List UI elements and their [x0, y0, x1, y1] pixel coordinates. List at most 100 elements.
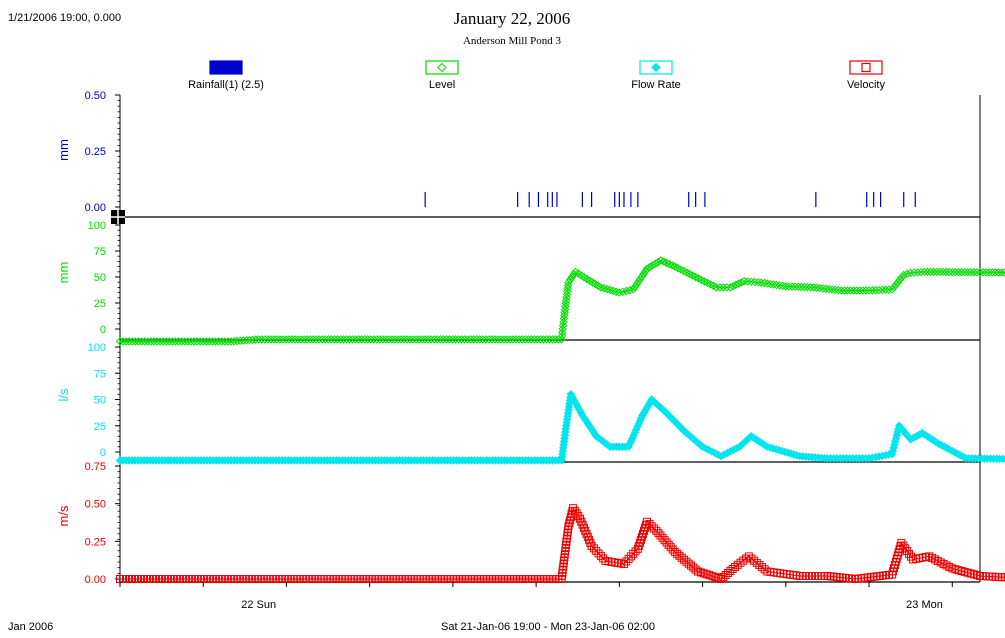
data-point [843, 286, 852, 295]
data-point [651, 259, 660, 268]
data-point [134, 337, 143, 346]
data-point [660, 536, 669, 545]
data-point [615, 288, 624, 297]
data-point [693, 567, 702, 576]
data-point [991, 268, 1000, 277]
data-point [308, 335, 318, 344]
data-point [645, 520, 654, 529]
y-tick-label: 0 [100, 324, 106, 336]
data-point [868, 286, 877, 295]
data-point [878, 285, 887, 295]
data-point [920, 267, 929, 277]
data-point [755, 561, 764, 570]
data-point [524, 335, 533, 344]
data-point [641, 267, 650, 276]
data-point [137, 337, 146, 346]
data-point [275, 335, 285, 344]
data-point [539, 335, 548, 344]
data-point [728, 564, 737, 573]
data-point [744, 552, 753, 561]
data-point [439, 335, 448, 344]
data-point [430, 335, 439, 344]
data-point [527, 335, 536, 344]
data-point [708, 572, 717, 581]
data-point [490, 335, 500, 344]
data-point [997, 268, 1005, 277]
data-point [155, 337, 165, 346]
data-point [211, 337, 220, 346]
data-point [855, 286, 864, 295]
data-point [408, 335, 418, 344]
data-point [637, 272, 647, 281]
data-point [533, 335, 542, 344]
data-point [654, 529, 663, 538]
data-point [712, 283, 721, 292]
data-point [806, 283, 815, 292]
data-point [743, 277, 752, 286]
data-point [766, 279, 775, 289]
data-point [639, 269, 648, 279]
y-tick-label: 100 [88, 342, 106, 354]
data-point [296, 335, 306, 344]
series-markers [115, 256, 1005, 346]
y-axis-label: mm [56, 262, 71, 284]
data-point [499, 335, 509, 344]
data-point [278, 335, 288, 344]
data-point [363, 335, 372, 344]
data-point [884, 285, 894, 294]
data-point [750, 277, 759, 287]
y-tick-label: 0.25 [85, 536, 106, 548]
y-tick-label: 25 [94, 298, 106, 310]
data-point [128, 337, 137, 346]
data-point [960, 267, 969, 277]
data-point [345, 335, 354, 344]
data-point [587, 541, 596, 550]
data-point [171, 337, 180, 346]
data-point [827, 285, 837, 294]
chart-title: January 22, 2006 [454, 9, 571, 28]
data-point [932, 267, 942, 277]
data-point [558, 324, 567, 334]
data-point [496, 335, 506, 344]
data-point [705, 571, 714, 580]
data-point [793, 282, 803, 292]
data-point [217, 337, 226, 346]
data-point [226, 337, 236, 346]
data-point [632, 280, 641, 289]
data-point [223, 337, 233, 346]
data-point [733, 560, 742, 569]
data-point [168, 337, 177, 346]
data-point [342, 335, 351, 344]
y-tick-label: 25 [94, 421, 106, 433]
data-point [730, 562, 739, 571]
data-point [906, 268, 915, 278]
data-point [1003, 573, 1005, 582]
data-point [192, 337, 202, 346]
data-point [772, 280, 781, 290]
data-point [938, 267, 948, 277]
data-point [643, 517, 652, 526]
legend-marker-icon [437, 62, 447, 73]
y-tick-label: 0.50 [85, 90, 106, 102]
data-point [815, 283, 824, 293]
x-tick-label: 22 Sun [241, 599, 276, 611]
data-point [750, 556, 759, 565]
data-point [662, 538, 671, 547]
data-point [846, 286, 855, 295]
data-point [387, 335, 397, 344]
panel-rainfall-1-2-5-: 0.50 0.25 0.00 mm [56, 90, 916, 214]
data-point [726, 566, 735, 575]
data-point [399, 335, 409, 344]
data-point [360, 335, 369, 344]
data-point [658, 533, 667, 542]
data-point [642, 264, 652, 273]
data-point [624, 554, 633, 563]
data-point [390, 335, 400, 344]
data-point [545, 335, 554, 344]
legend-item: Velocity [847, 60, 885, 91]
footer-left-label: Jan 2006 [8, 621, 53, 633]
data-point [929, 267, 938, 277]
data-point [926, 267, 935, 277]
panel-flow-rate: 100 75 50 25 0 l/s [56, 342, 1005, 465]
data-point [916, 267, 926, 277]
